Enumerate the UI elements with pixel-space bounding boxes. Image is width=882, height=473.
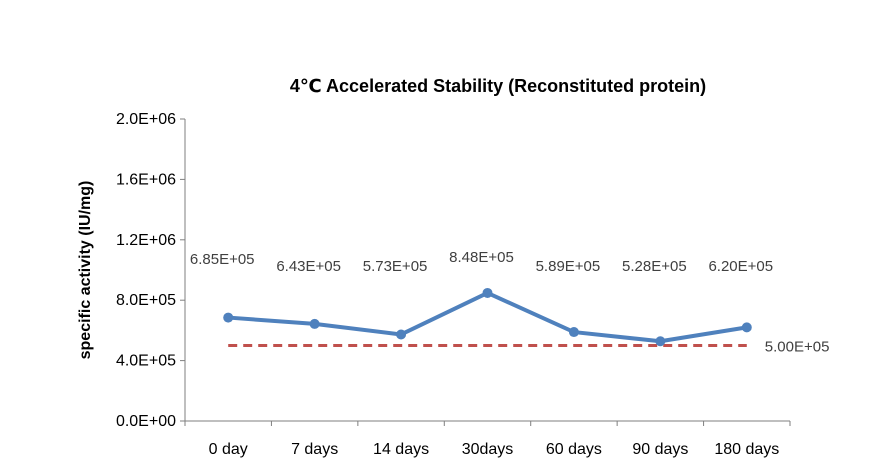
x-tick-label: 90 days: [632, 441, 688, 458]
x-tick-label: 7 days: [291, 441, 338, 458]
data-point: [396, 329, 407, 340]
series-line: [226, 290, 749, 344]
data-label: 6.43E+05: [276, 258, 341, 275]
x-tick-label: 30days: [462, 441, 514, 458]
y-axis-label: specific activity (IU/mg): [77, 181, 94, 360]
y-tick-label: 1.6E+06: [116, 171, 176, 188]
chart-title: 4℃ Accelerated Stability (Reconstituted …: [290, 76, 706, 96]
reference-line-group: 5.00E+05: [228, 339, 829, 356]
data-labels-group: 6.85E+05 6.43E+05 5.73E+05 8.48E+05 5.89E+05…: [190, 249, 773, 275]
data-point: [223, 312, 234, 323]
data-label: 5.73E+05: [363, 258, 428, 275]
axes: 0.0E+00 4.0E+05 8.0E+05 1.2E+06 1.6E+06 2.0E+…: [116, 111, 791, 458]
data-label: 5.28E+05: [622, 258, 687, 275]
data-label: 8.48E+05: [449, 249, 514, 266]
data-point: [741, 322, 752, 333]
data-point: [309, 318, 320, 329]
y-tick-label: 4.0E+05: [116, 353, 176, 370]
series-group: [223, 287, 752, 347]
y-tick-label: 0.0E+00: [116, 413, 176, 430]
reference-line-label: 5.00E+05: [765, 339, 830, 356]
x-tick-label: 60 days: [546, 441, 602, 458]
x-tick-label: 14 days: [373, 441, 429, 458]
data-point: [655, 336, 666, 347]
data-label: 6.85E+05: [190, 251, 255, 268]
y-tick-label: 2.0E+06: [116, 111, 176, 128]
data-point: [482, 287, 493, 298]
x-tick-label: 180 days: [714, 441, 779, 458]
y-tick-label: 8.0E+05: [116, 292, 176, 309]
data-point: [568, 327, 579, 338]
data-label: 5.89E+05: [536, 258, 601, 275]
x-tick-label: 0 day: [209, 441, 248, 458]
y-tick-label: 1.2E+06: [116, 232, 176, 249]
data-label: 6.20E+05: [708, 258, 773, 275]
